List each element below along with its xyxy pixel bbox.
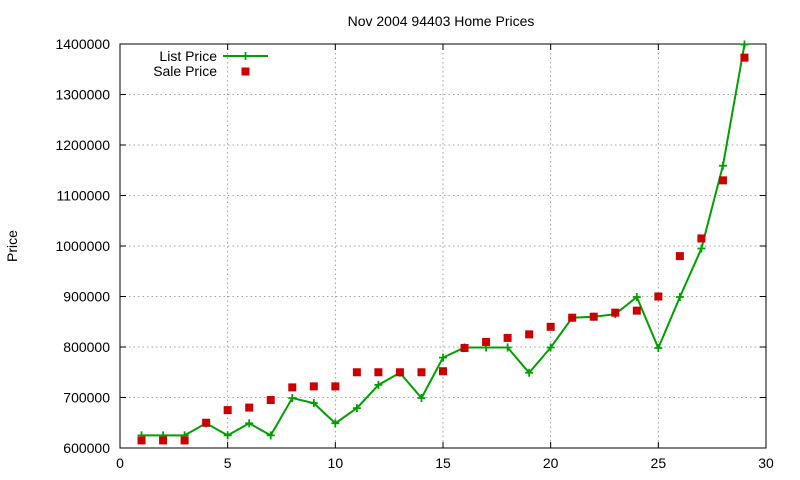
list-price-point <box>503 343 512 352</box>
sale-price-point <box>654 292 663 301</box>
list-price-point <box>675 293 684 302</box>
list-price-point <box>374 380 383 389</box>
sale-price-point <box>266 396 275 405</box>
y-tick-labels: 600000 700000 800000 900000 1000000 1100000 12… <box>55 36 110 456</box>
sale-price-point <box>352 368 361 377</box>
list-price-point <box>266 431 275 440</box>
axis-ticks <box>119 43 767 449</box>
y-tick-label: 800000 <box>63 339 110 355</box>
y-tick-label: 1400000 <box>55 36 110 52</box>
sale-price-point <box>675 252 684 261</box>
sale-price-point <box>568 313 577 322</box>
sale-price-point <box>309 382 318 391</box>
y-tick-label: 1000000 <box>55 238 110 254</box>
sale-price-point <box>589 312 598 321</box>
sale-price-point <box>159 436 168 445</box>
list-price-point <box>223 431 232 440</box>
sale-price-point <box>223 406 232 415</box>
y-tick-label: 700000 <box>63 390 110 406</box>
sale-price-point <box>331 382 340 391</box>
x-tick-label: 25 <box>651 455 667 471</box>
y-tick-label: 600000 <box>63 440 110 456</box>
y-tick-label: 1300000 <box>55 87 110 103</box>
legend-label-sale-price: Sale Price <box>153 63 217 79</box>
legend-marker-sale-price <box>241 67 250 76</box>
sale-price-point <box>439 367 447 376</box>
sale-price-point <box>137 436 146 445</box>
y-tick-label: 1100000 <box>57 188 111 204</box>
list-price-point <box>654 344 663 353</box>
y-tick-label: 900000 <box>63 289 110 305</box>
sale-price-point <box>460 344 469 353</box>
sale-price-point <box>202 418 211 427</box>
series-list-price <box>137 40 749 440</box>
x-tick-label: 15 <box>435 455 451 471</box>
list-price-point <box>740 40 749 49</box>
sale-price-point <box>374 368 383 377</box>
series-sale-price <box>137 53 749 445</box>
legend-label-list-price: List Price <box>159 48 217 64</box>
sale-price-point <box>288 383 297 392</box>
sale-price-point <box>546 322 555 331</box>
legend-marker-list-price <box>241 52 250 60</box>
y-axis-label: Price <box>4 230 20 262</box>
sale-price-point <box>632 306 641 315</box>
list-price-point <box>546 343 555 352</box>
sale-price-point <box>395 368 404 377</box>
x-tick-label: 0 <box>116 455 124 471</box>
grid-lines <box>120 44 766 448</box>
sale-price-point <box>525 330 534 339</box>
x-tick-labels: 0 5 10 15 20 25 30 <box>116 455 774 471</box>
list-price-point <box>439 353 447 362</box>
x-tick-label: 10 <box>328 455 344 471</box>
list-price-point <box>417 394 426 403</box>
sale-price-point <box>245 403 254 412</box>
x-tick-label: 30 <box>758 455 774 471</box>
series-marks <box>137 40 749 445</box>
list-price-point <box>352 404 361 413</box>
list-price-point <box>288 394 297 403</box>
list-price-point <box>309 399 318 408</box>
list-price-point <box>697 244 706 253</box>
list-price-point <box>718 161 727 170</box>
x-tick-label: 20 <box>543 455 559 471</box>
sale-price-point <box>482 337 491 346</box>
sale-price-point <box>417 368 426 377</box>
x-tick-label: 5 <box>224 455 232 471</box>
sale-price-point <box>740 53 749 62</box>
sale-price-point <box>697 234 706 243</box>
y-tick-label: 1200000 <box>55 137 110 153</box>
sale-price-point <box>611 308 620 317</box>
list-price-point <box>331 419 340 428</box>
sale-price-point <box>503 333 512 342</box>
list-price-point <box>632 293 641 302</box>
list-price-point <box>525 368 534 377</box>
sale-price-point <box>718 176 727 185</box>
chart-title: Nov 2004 94403 Home Prices <box>348 13 535 29</box>
sale-price-point <box>180 436 189 445</box>
list-price-point <box>245 419 254 428</box>
